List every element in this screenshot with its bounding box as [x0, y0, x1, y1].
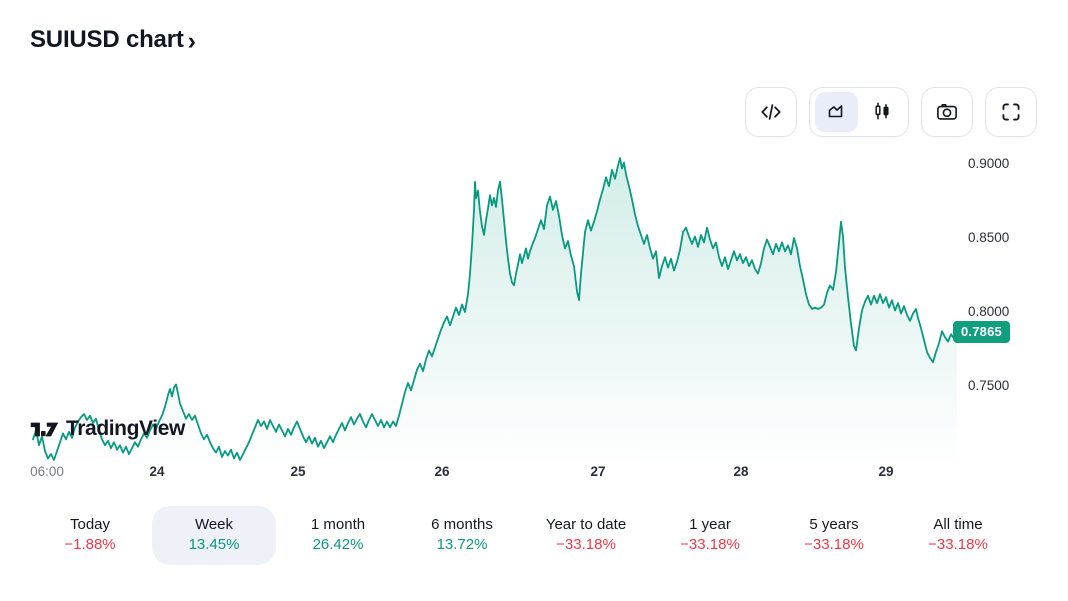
area-style-button[interactable] [815, 92, 858, 132]
period-change: 26.42% [312, 536, 364, 553]
period-label: 1 year [689, 516, 731, 533]
time-tick: 28 [733, 464, 749, 479]
period-1-month[interactable]: 1 month 26.42% [276, 506, 400, 565]
fullscreen-icon [1002, 103, 1020, 121]
period-label: Week [194, 516, 234, 533]
code-icon [761, 104, 781, 120]
area-fill [33, 158, 957, 468]
period-label: 1 month [310, 516, 366, 533]
symbol-title-link[interactable]: SUIUSD chart › [30, 26, 196, 54]
period-change: 13.72% [436, 536, 488, 553]
last-price-badge: 0.7865 [953, 320, 1010, 343]
price-line [32, 157, 958, 461]
period-6-months[interactable]: 6 months 13.72% [400, 506, 524, 565]
camera-icon [937, 104, 957, 120]
time-tick: 25 [290, 464, 306, 479]
period-label: All time [933, 516, 983, 533]
fullscreen-button[interactable] [985, 87, 1037, 137]
time-axis: 06:00 24 25 26 27 28 29 [0, 462, 1068, 482]
price-tick: 0.9000 [968, 156, 1010, 171]
area-chart-icon [828, 105, 842, 118]
price-tick: 0.8000 [968, 304, 1010, 319]
price-tick: 0.8500 [968, 230, 1010, 245]
period-change: −33.18% [680, 536, 740, 553]
period-label: 5 years [809, 516, 859, 533]
time-tick: 29 [878, 464, 894, 479]
time-tick: 27 [590, 464, 606, 479]
chevron-right-icon: › [187, 27, 196, 55]
tradingview-logo-text: TradingView [66, 417, 185, 440]
tradingview-logo-mark [30, 422, 59, 437]
period-label: Today [69, 516, 111, 533]
period-1-year[interactable]: 1 year −33.18% [648, 506, 772, 565]
chart-toolbar [745, 87, 1037, 137]
chart-style-group [809, 87, 909, 137]
page-title: SUIUSD chart [30, 26, 184, 53]
candles-style-button[interactable] [860, 92, 903, 132]
period-week[interactable]: Week 13.45% [152, 506, 276, 565]
period-change: −1.88% [64, 536, 116, 553]
period-label: Year to date [545, 516, 627, 533]
period-change: −33.18% [928, 536, 988, 553]
period-selector: Today −1.88% Week 13.45% 1 month 26.42% … [28, 506, 1020, 565]
tradingview-logo[interactable]: TradingView [28, 414, 185, 444]
period-change: −33.18% [556, 536, 616, 553]
time-tick: 26 [434, 464, 450, 479]
period-change: 13.45% [188, 536, 240, 553]
candlestick-icon [874, 102, 889, 120]
time-tick: 24 [149, 464, 165, 479]
period-5-years[interactable]: 5 years −33.18% [772, 506, 896, 565]
period-year-to-date[interactable]: Year to date −33.18% [524, 506, 648, 565]
price-tick: 0.7500 [968, 378, 1010, 393]
time-tick: 06:00 [30, 464, 64, 479]
period-label: 6 months [431, 516, 493, 533]
period-change: −33.18% [804, 536, 864, 553]
embed-code-button[interactable] [745, 87, 797, 137]
period-all-time[interactable]: All time −33.18% [896, 506, 1020, 565]
period-today[interactable]: Today −1.88% [28, 506, 152, 565]
snapshot-button[interactable] [921, 87, 973, 137]
